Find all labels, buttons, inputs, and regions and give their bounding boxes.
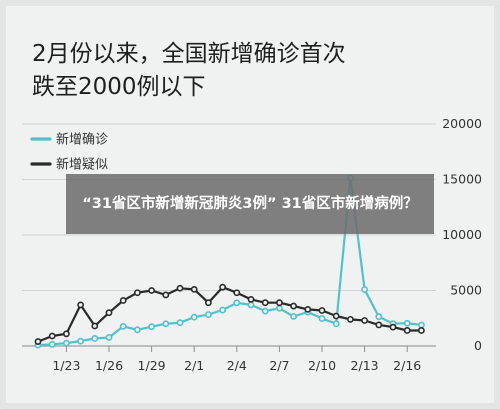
data-point-confirmed <box>332 320 340 328</box>
data-point-confirmed <box>361 286 368 293</box>
data-point-suspected <box>361 317 368 324</box>
x-tick-label: 2/13 <box>351 358 379 373</box>
x-tick-label: 1/26 <box>95 358 123 373</box>
data-point-confirmed <box>105 334 113 341</box>
data-point-suspected <box>34 338 42 345</box>
chart-title-line-1: 2月份以来，全国新增确诊首次 <box>32 41 346 67</box>
x-tick-label: 2/16 <box>393 358 421 373</box>
x-tick-label: 2/7 <box>269 358 289 373</box>
data-point-confirmed <box>190 313 198 321</box>
article-headline-overlay[interactable]: “31省区市新增新冠肺炎3例” 31省区市新增病例？ <box>66 174 434 234</box>
data-point-suspected <box>346 315 354 323</box>
data-point-suspected <box>190 285 198 293</box>
chart-title-line-2: 跌至2000例以下 <box>32 74 206 100</box>
data-point-suspected <box>63 330 70 338</box>
data-point-suspected <box>233 289 241 297</box>
data-point-suspected <box>261 299 269 307</box>
data-point-suspected <box>375 321 383 329</box>
data-point-suspected <box>332 312 340 320</box>
data-point-confirmed <box>219 306 226 314</box>
data-point-suspected <box>318 307 326 314</box>
data-point-confirmed <box>204 311 212 318</box>
y-tick-label: 15000 <box>442 172 482 187</box>
y-tick-label: 0 <box>474 338 482 353</box>
y-tick-label: 5000 <box>450 283 482 298</box>
data-point-confirmed <box>48 340 56 348</box>
series-line-suspected <box>37 286 422 343</box>
data-point-confirmed <box>417 321 425 329</box>
data-point-suspected <box>403 327 411 334</box>
data-point-suspected <box>119 297 127 304</box>
data-point-suspected <box>133 289 141 297</box>
data-point-confirmed <box>375 313 383 321</box>
data-point-suspected <box>148 287 155 294</box>
y-tick-label: 20000 <box>442 116 482 131</box>
data-point-suspected <box>91 322 99 330</box>
chart-title: 2月份以来，全国新增确诊首次 跌至2000例以下 <box>32 38 462 104</box>
data-point-confirmed <box>119 322 127 330</box>
data-point-suspected <box>176 284 184 292</box>
data-point-confirmed <box>162 320 170 328</box>
data-point-confirmed <box>176 319 184 327</box>
data-point-confirmed <box>77 337 84 345</box>
data-point-suspected <box>247 295 255 303</box>
x-tick-label: 2/4 <box>227 358 247 373</box>
data-point-suspected <box>77 301 84 309</box>
data-point-confirmed <box>247 301 255 309</box>
data-point-confirmed <box>403 319 411 327</box>
data-point-suspected <box>219 283 226 291</box>
data-point-confirmed <box>290 313 297 320</box>
data-point-suspected <box>105 309 113 317</box>
data-point-suspected <box>417 327 425 334</box>
data-point-suspected <box>275 299 283 307</box>
data-point-confirmed <box>148 323 155 331</box>
x-tick-label: 2/1 <box>184 358 204 373</box>
legend-label-suspected: 新增疑似 <box>56 157 108 173</box>
data-point-confirmed <box>275 304 283 312</box>
x-tick-label: 2/10 <box>308 358 336 373</box>
data-point-suspected <box>389 323 397 331</box>
y-tick-label: 10000 <box>442 227 482 242</box>
data-point-confirmed <box>63 339 70 347</box>
x-tick-label: 1/23 <box>52 358 80 373</box>
data-point-confirmed <box>261 307 269 315</box>
legend-label-confirmed: 新增确诊 <box>56 132 108 148</box>
data-point-suspected <box>48 332 56 340</box>
data-point-suspected <box>204 299 212 307</box>
data-point-confirmed <box>233 299 241 307</box>
data-point-confirmed <box>133 326 141 334</box>
data-point-confirmed <box>91 335 99 342</box>
data-point-suspected <box>304 305 312 313</box>
data-point-confirmed <box>318 315 326 322</box>
data-point-suspected <box>162 291 170 299</box>
data-point-suspected <box>290 302 297 310</box>
x-tick-label: 1/29 <box>138 358 166 373</box>
